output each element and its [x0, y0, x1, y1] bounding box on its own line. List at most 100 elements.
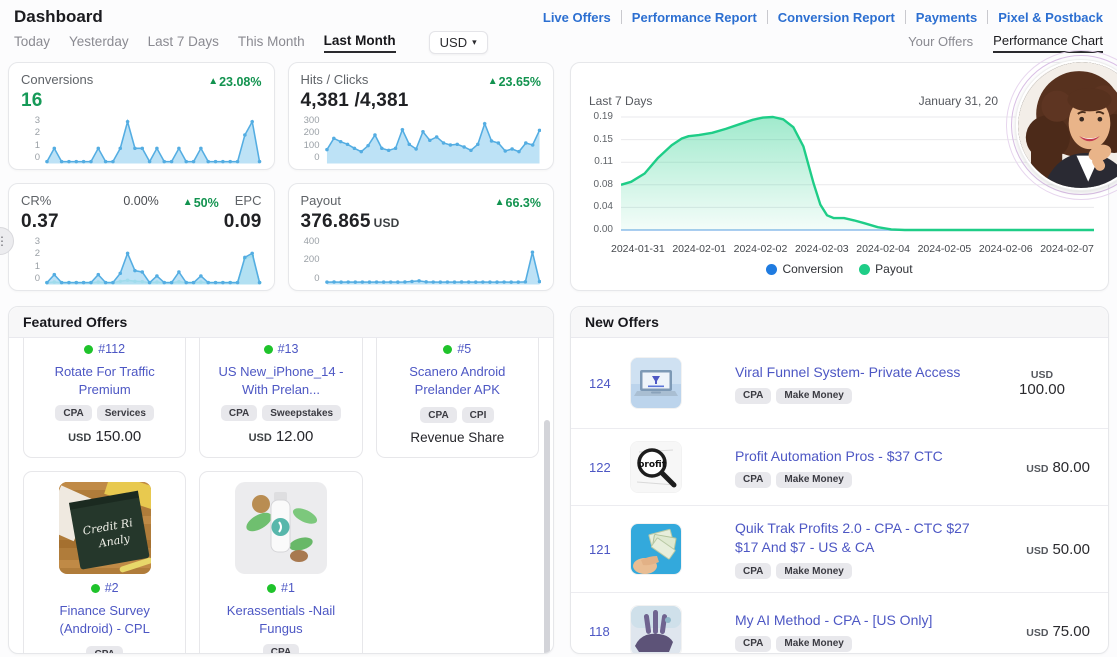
offer-payout-type: Revenue Share [410, 430, 505, 446]
tag-badge: Services [96, 405, 154, 422]
tab-performance-chart[interactable]: Performance Chart [993, 33, 1103, 53]
cash-hand-photo [631, 524, 681, 574]
currency-label: USD [1026, 544, 1049, 557]
nav-divider [904, 10, 906, 24]
legend-label: Payout [875, 262, 913, 276]
stat-card-payout: Payout ▲ 66.3% 376.865 USD 400 200 0 [287, 183, 554, 291]
offer-price: USD 75.00 [994, 623, 1090, 640]
nav-divider [620, 10, 622, 24]
offer-title-link[interactable]: Profit Automation Pros - $37 CTC [735, 447, 943, 464]
chart-date-label: January 31, 20 [918, 94, 998, 108]
nav-payments[interactable]: Payments [915, 9, 978, 25]
range-tab-last-7-days[interactable]: Last 7 Days [147, 33, 219, 49]
amount: 12.00 [275, 428, 314, 446]
range-tab-last-month[interactable]: Last Month [323, 33, 396, 53]
offer-title-link[interactable]: Finance Survey (Android) - CPL [59, 603, 150, 636]
delta-badge: ▲ 23.08% [208, 75, 261, 89]
up-arrow-icon: ▲ [487, 76, 498, 87]
featured-offer-card[interactable]: #5 Scanero Android Prelander APK CPA CPI … [375, 338, 539, 459]
offer-title-link[interactable]: My AI Method - CPA - [US Only] [735, 611, 933, 628]
credit-risk-notebook-photo: Credit Ri Analy [58, 482, 151, 575]
top-header: Dashboard Live Offers Performance Report… [0, 0, 1117, 29]
delta-badge: ▲ 23.65% [488, 75, 541, 89]
tag-badge: Make Money [776, 563, 852, 579]
currency-value: USD [439, 35, 468, 50]
featured-offers-title: Featured Offers [9, 307, 553, 338]
nav-pixel-postback[interactable]: Pixel & Postback [998, 9, 1103, 25]
offer-price: USD 150.00 [68, 428, 141, 445]
range-tab-this-month[interactable]: This Month [237, 33, 305, 49]
offer-id: 118 [589, 623, 610, 639]
stat-label: Hits / Clicks [300, 72, 369, 87]
offer-title-link[interactable]: Rotate For Traffic Premium [54, 364, 155, 397]
offer-id: 121 [589, 541, 611, 557]
tag-badge: CPA [735, 635, 772, 652]
new-offer-row[interactable]: 122 profit Profit Automation Pros - $37 … [571, 429, 1108, 506]
featured-offers-panel: Featured Offers #112 Rotate For Traffic … [8, 306, 554, 654]
offer-title-link[interactable]: Quik Trak Profits 2.0 - CPA - CTC $27 $1… [735, 520, 970, 555]
offer-id: #5 [457, 342, 472, 356]
range-tab-today[interactable]: Today [14, 33, 51, 49]
tab-your-offers[interactable]: Your Offers [908, 33, 974, 49]
range-tab-yesterday[interactable]: Yesterday [69, 33, 129, 49]
tag-badge: CPA [262, 644, 300, 653]
offer-id: #2 [104, 581, 119, 596]
featured-offer-card[interactable]: #112 Rotate For Traffic Premium CPA Servi… [23, 338, 187, 459]
offer-id: 124 [589, 375, 611, 391]
hits-sparkline-chart [324, 120, 541, 164]
featured-offer-card[interactable]: Credit Ri Analy #2 Finance Survey (Andro… [23, 471, 187, 653]
presenter-avatar[interactable] [1016, 60, 1117, 190]
tag-badge: Make Money [776, 471, 852, 488]
new-offer-row[interactable]: 124 Viral Fun [571, 338, 1108, 429]
delta-badge: ▲ 66.3% [495, 196, 541, 210]
tag-badge: CPA [55, 405, 92, 422]
tag-badge: CPA [735, 563, 772, 579]
offer-title-link[interactable]: Kerassentials -Nail Fungus [226, 603, 336, 636]
featured-scrollbar-thumb[interactable] [544, 420, 550, 653]
offer-id: #1 [281, 581, 295, 596]
top-nav: Live Offers Performance Report Conversio… [543, 10, 1103, 25]
tag-badge: CPA [220, 405, 258, 422]
offer-title-link[interactable]: Viral Funnel System- Private Access [735, 363, 961, 380]
active-status-dot [84, 344, 94, 354]
right-tabs: Your Offers Performance Chart [908, 33, 1103, 53]
svg-text:profit: profit [638, 460, 667, 470]
delta-value: 66.3% [505, 195, 541, 210]
currency-dropdown[interactable]: USD ▾ [428, 31, 488, 54]
nav-live-offers[interactable]: Live Offers [542, 9, 611, 25]
delta-value: 23.08% [219, 74, 262, 89]
currency-label: USD [1026, 626, 1049, 639]
offer-title-link[interactable]: Scanero Android Prelander APK [409, 364, 506, 397]
payout-amount: 376.865 [300, 210, 371, 232]
amount: 75.00 [1052, 622, 1090, 640]
stat-value: 16 [21, 89, 43, 111]
legend-item-payout[interactable]: Payout [859, 262, 913, 276]
delta-value: 50% [193, 195, 219, 210]
new-offer-row[interactable]: 118 [571, 593, 1108, 653]
legend-item-conversion[interactable]: Conversion [766, 262, 843, 276]
delta-badge: ▲ 50% [183, 196, 219, 210]
tag-badge: Make Money [776, 635, 852, 652]
offer-title-link[interactable]: US New_iPhone_14 - With Prelan... [218, 364, 344, 397]
spark-y-axis: 300 200 100 0 [303, 114, 320, 164]
featured-offer-card[interactable]: #1 Kerassentials -Nail Fungus CPAHealth … [199, 471, 363, 653]
featured-offer-card[interactable]: #13 US New_iPhone_14 - With Prelan... CP… [199, 338, 363, 459]
up-arrow-icon: ▲ [182, 197, 193, 208]
payout-sparkline-chart [324, 249, 541, 285]
chart-range-label: Last 7 Days [589, 94, 653, 108]
nav-conversion-report[interactable]: Conversion Report [777, 9, 895, 25]
nav-performance-report[interactable]: Performance Report [631, 9, 757, 25]
offer-id: #112 [98, 342, 126, 356]
conversions-sparkline-chart [45, 118, 262, 164]
tag-badge: Make Money [776, 387, 852, 404]
active-status-dot [443, 344, 453, 354]
amount: 150.00 [95, 428, 142, 446]
grip-dots-icon: ⋮ [0, 234, 8, 248]
svg-text:Analy: Analy [96, 532, 131, 551]
new-offer-row[interactable]: 121 Quik Trak Profits 2.0 - [571, 506, 1108, 593]
offer-price: USD 100.00 [994, 369, 1090, 398]
conversion-legend-dot-icon [766, 263, 778, 275]
